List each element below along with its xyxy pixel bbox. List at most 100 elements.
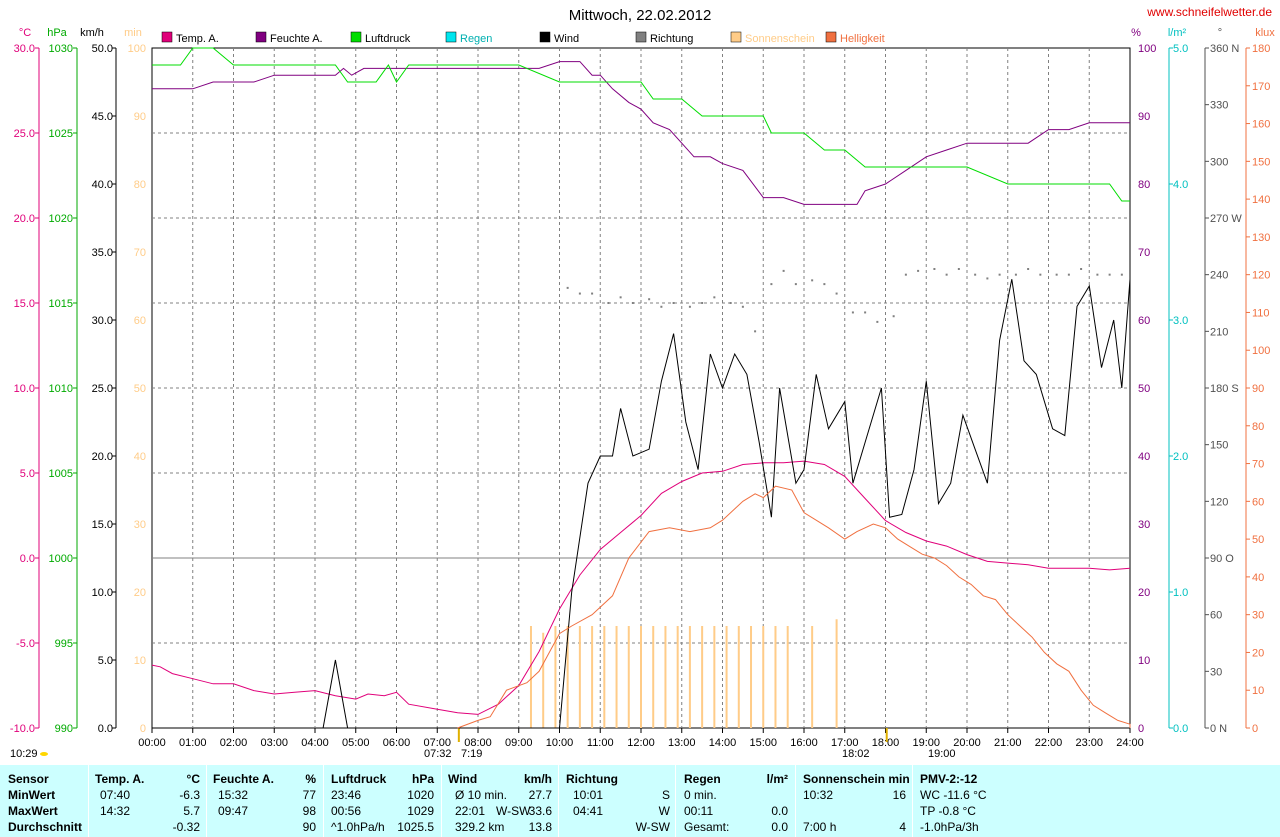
stats-dir-value: W-SW xyxy=(635,820,670,834)
stats-dir-time: 10:01 xyxy=(573,788,604,802)
brightness-tick-label: 100 xyxy=(1252,345,1270,357)
x-tick-label: 24:00 xyxy=(1116,737,1144,749)
brightness-tick-label: 140 xyxy=(1252,194,1270,206)
legend-label: Temp. A. xyxy=(176,33,219,45)
direction-dot xyxy=(1080,268,1083,270)
stats-temp-time: 14:32 xyxy=(100,804,131,818)
stats-header-wind-unit: km/h xyxy=(523,772,552,786)
legend-swatch xyxy=(350,31,362,43)
stats-header-sensor: Sensor xyxy=(8,772,49,786)
website-link[interactable]: www.schneifelwetter.de xyxy=(1146,5,1272,19)
legend-swatch xyxy=(161,31,173,43)
direction-dot xyxy=(782,269,785,272)
stats-pmv: -1.0hPa/3h xyxy=(920,820,979,834)
chart-legend: Temp. A. Feuchte A. Luftdruck Regen Wind Rich… xyxy=(161,31,885,45)
stats-hum-value: 98 xyxy=(302,804,316,818)
x-tick-label: 08:00 xyxy=(464,737,492,749)
x-tick-label: 23:00 xyxy=(1075,737,1103,749)
humidity-tick-label: 90 xyxy=(1138,111,1150,123)
stats-separator xyxy=(323,765,324,837)
x-tick-label: 12:00 xyxy=(627,737,655,749)
temp-unit: °C xyxy=(19,27,31,39)
stats-sun-value: 4 xyxy=(899,820,906,834)
rain-tick-label: 0.0 xyxy=(1173,723,1188,735)
statistics-table: Sensor Temp. A. °C Feuchte A.% Luftdruck hPa W… xyxy=(0,765,1280,837)
temp-tick-label: 25.0 xyxy=(14,128,35,140)
direction-dot xyxy=(1039,273,1042,276)
stats-rain-a: Gesamt: xyxy=(684,820,730,834)
brightness-tick-label: 10 xyxy=(1252,685,1264,697)
direction-dot xyxy=(892,315,895,318)
brightness-tick-label: 180 xyxy=(1252,43,1270,55)
direction-tick-label: 270 W xyxy=(1210,213,1242,225)
stats-sun-value: 16 xyxy=(892,788,906,802)
direction-dot xyxy=(701,302,704,304)
legend-swatch xyxy=(825,31,837,43)
direction-dot xyxy=(864,311,867,314)
legend-label: Helligkeit xyxy=(840,33,885,45)
daylength-label: 10:29 xyxy=(10,748,38,760)
direction-tick-label: 90 O xyxy=(1210,553,1234,565)
wind-tick-label: 35.0 xyxy=(92,247,113,259)
brightness-tick-label: 80 xyxy=(1252,421,1264,433)
stats-press-time: 00:56 xyxy=(331,804,362,818)
humidity-tick-label: 50 xyxy=(1138,383,1150,395)
stats-header-sun: Sonnenschein min xyxy=(803,772,910,786)
pressure-tick-label: 1025 xyxy=(49,128,73,140)
brightness-tick-label: 50 xyxy=(1252,534,1264,546)
wind-tick-label: 0.0 xyxy=(98,723,113,735)
stats-dir-value: W xyxy=(658,804,670,818)
brightness-tick-label: 130 xyxy=(1252,232,1270,244)
sun-tick-label: 100 xyxy=(128,43,146,55)
x-tick-label: 07:00 xyxy=(423,737,451,749)
x-tick-label: 09:00 xyxy=(505,737,533,749)
stats-wind-value: 13.8 xyxy=(528,820,552,834)
stats-separator xyxy=(675,765,676,837)
stats-sun-a: 7:00 h xyxy=(803,820,837,834)
legend-swatch xyxy=(539,31,551,43)
legend-swatch xyxy=(635,31,647,43)
temp-tick-label: 30.0 xyxy=(14,43,35,55)
sun-unit: min xyxy=(124,27,142,39)
legend-label: Regen xyxy=(460,33,492,45)
stats-hum-value: 90 xyxy=(302,820,316,834)
brightness-tick-label: 150 xyxy=(1252,156,1270,168)
x-tick-label: 16:00 xyxy=(790,737,818,749)
wind-tick-label: 40.0 xyxy=(92,179,113,191)
x-tick-label: 18:00 xyxy=(872,737,900,749)
brightness-tick-label: 70 xyxy=(1252,459,1264,471)
stats-rain-a: 00:11 xyxy=(684,804,714,818)
stats-wind-value: 33.6 xyxy=(528,804,552,818)
direction-dot xyxy=(729,302,732,304)
x-tick-label: 00:00 xyxy=(138,737,166,749)
rain-tick-label: 1.0 xyxy=(1173,587,1188,599)
stats-separator xyxy=(558,765,559,837)
direction-dot xyxy=(811,279,814,282)
direction-dot xyxy=(631,302,634,304)
direction-dot xyxy=(904,273,907,276)
sunset-end-label: 19:00 xyxy=(928,748,956,760)
pressure-tick-label: 1020 xyxy=(49,213,73,225)
direction-dot xyxy=(876,320,879,323)
direction-dot xyxy=(1027,268,1030,270)
direction-unit: ° xyxy=(1218,27,1222,39)
pressure-tick-label: 990 xyxy=(55,723,73,735)
stats-dir-value: S xyxy=(661,788,670,802)
humidity-tick-label: 40 xyxy=(1138,451,1150,463)
stats-temp-value: -6.3 xyxy=(179,788,200,802)
x-tick-label: 21:00 xyxy=(994,737,1022,749)
sun-tick-label: 20 xyxy=(134,587,146,599)
stats-temp-value: 5.7 xyxy=(183,804,200,818)
legend-label: Sonnenschein xyxy=(745,33,815,45)
stats-header-press: Luftdruck xyxy=(331,772,387,786)
weather-chart: 00:00 01:00 02:00 03:00 04:00 05:00 06:00 07:00… xyxy=(10,5,1275,760)
direction-dot xyxy=(917,269,920,272)
stats-press-value: 1029 xyxy=(407,804,434,818)
sun-tick-label: 90 xyxy=(134,111,146,123)
x-tick-label: 14:00 xyxy=(709,737,737,749)
direction-tick-label: 240 xyxy=(1210,270,1228,282)
brightness-tick-label: 170 xyxy=(1252,81,1270,93)
x-tick-label: 01:00 xyxy=(179,737,207,749)
direction-tick-label: 180 S xyxy=(1210,383,1239,395)
direction-dot xyxy=(591,292,594,295)
